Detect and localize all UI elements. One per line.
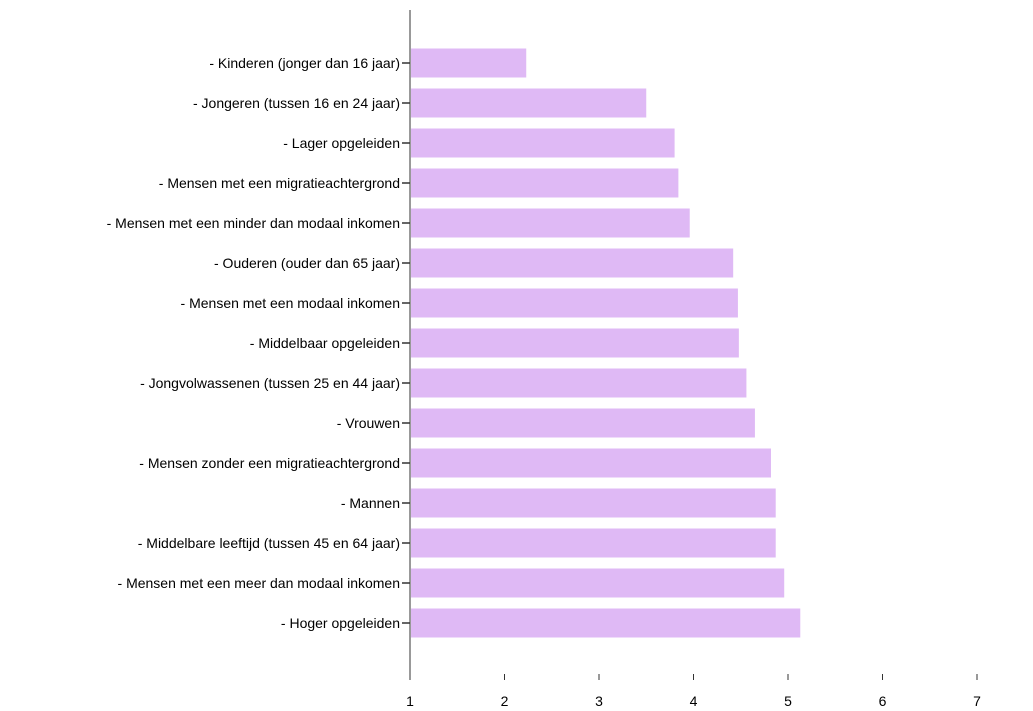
category-label-10: - Mensen zonder een migratieachtergrond xyxy=(139,455,400,471)
bar-9 xyxy=(411,408,755,438)
category-label-14: - Hoger opgeleiden xyxy=(281,615,400,631)
category-label-4: - Mensen met een minder dan modaal inkom… xyxy=(107,215,400,231)
bar-14 xyxy=(411,608,801,638)
category-label-0: - Kinderen (jonger dan 16 jaar) xyxy=(209,55,400,71)
category-label-11: - Mannen xyxy=(341,495,400,511)
x-tick-label-2: 3 xyxy=(595,693,603,709)
bar-12 xyxy=(411,528,776,558)
bar-3 xyxy=(411,168,679,198)
bar-10 xyxy=(411,448,771,478)
category-label-2: - Lager opgeleiden xyxy=(283,135,400,151)
category-label-6: - Mensen met een modaal inkomen xyxy=(181,295,400,311)
x-tick-label-5: 6 xyxy=(879,693,887,709)
bar-7 xyxy=(411,328,739,358)
category-label-1: - Jongeren (tussen 16 en 24 jaar) xyxy=(193,95,400,111)
bar-4 xyxy=(411,208,690,238)
x-tick-label-3: 4 xyxy=(690,693,698,709)
x-tick-label-1: 2 xyxy=(501,693,509,709)
bar-1 xyxy=(411,88,647,118)
bars-group xyxy=(411,48,801,638)
bar-11 xyxy=(411,488,776,518)
x-axis-ticks: 1 2 3 4 5 6 7 xyxy=(406,674,981,709)
axes-group xyxy=(402,10,411,674)
category-label-12: - Middelbare leeftijd (tussen 45 en 64 j… xyxy=(138,535,400,551)
bar-2 xyxy=(411,128,675,158)
x-tick-label-6: 7 xyxy=(973,693,981,709)
category-label-7: - Middelbaar opgeleiden xyxy=(250,335,400,351)
bar-13 xyxy=(411,568,785,598)
bar-8 xyxy=(411,368,747,398)
category-labels: - Kinderen (jonger dan 16 jaar) - Jongere… xyxy=(107,55,400,631)
category-label-8: - Jongvolwassenen (tussen 25 en 44 jaar) xyxy=(140,375,400,391)
category-label-5: - Ouderen (ouder dan 65 jaar) xyxy=(214,255,400,271)
bar-6 xyxy=(411,288,738,318)
category-label-13: - Mensen met een meer dan modaal inkomen xyxy=(118,575,400,591)
bar-0 xyxy=(411,48,527,78)
category-label-9: - Vrouwen xyxy=(337,415,400,431)
bar-5 xyxy=(411,248,734,278)
x-tick-label-0: 1 xyxy=(406,693,414,709)
x-tick-label-4: 5 xyxy=(784,693,792,709)
category-label-3: - Mensen met een migratieachtergrond xyxy=(159,175,400,191)
